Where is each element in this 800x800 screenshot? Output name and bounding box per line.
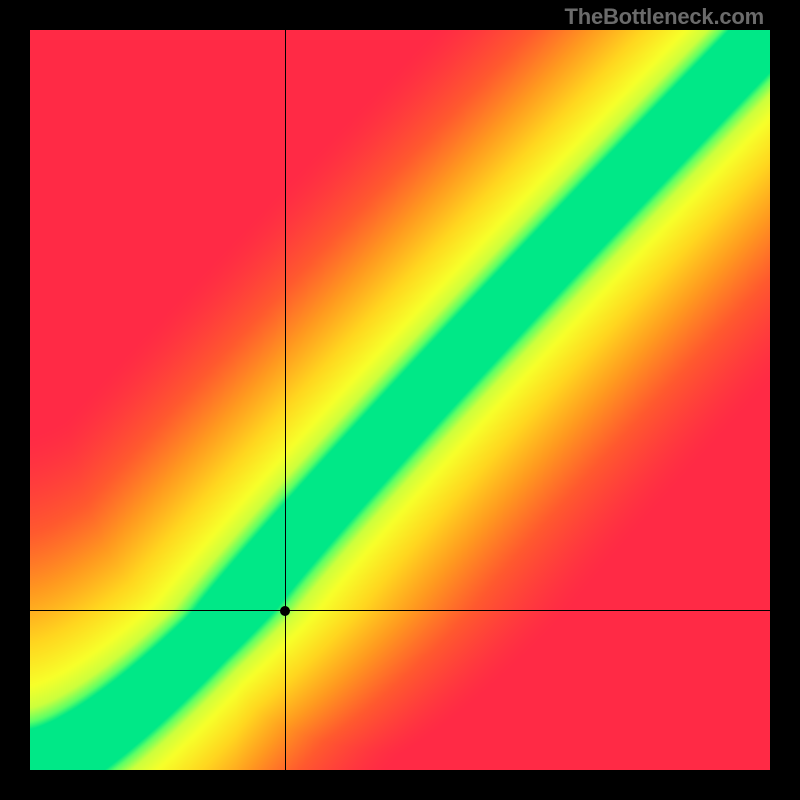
heatmap-canvas [30,30,770,770]
watermark-text: TheBottleneck.com [564,4,764,30]
plot-area [30,30,770,770]
